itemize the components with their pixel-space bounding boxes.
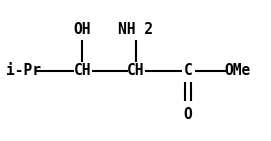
Text: CH: CH xyxy=(74,63,91,78)
Text: NH 2: NH 2 xyxy=(118,22,153,37)
Text: OMe: OMe xyxy=(224,63,251,78)
Text: OH: OH xyxy=(74,22,91,37)
Text: i-Pr: i-Pr xyxy=(6,63,41,78)
Text: O: O xyxy=(184,107,192,122)
Text: C: C xyxy=(184,63,192,78)
Text: CH: CH xyxy=(127,63,145,78)
